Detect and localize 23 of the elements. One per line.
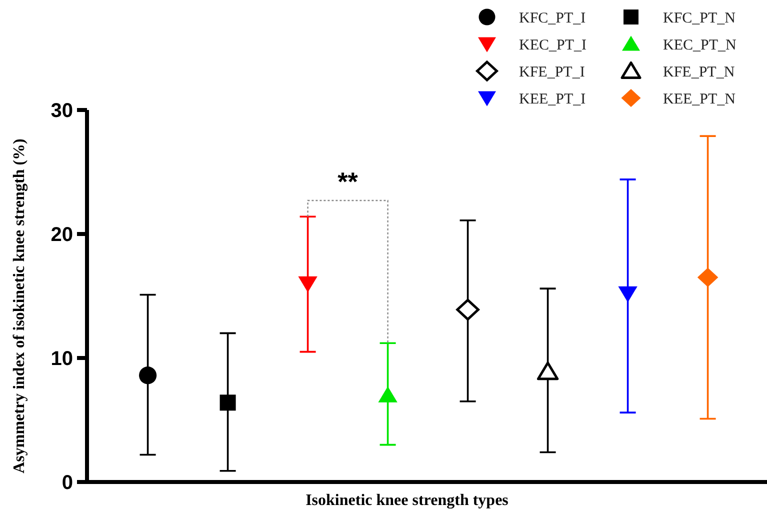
legend-label: KEE_PT_N: [663, 91, 736, 108]
legend-label: KFE_PT_N: [663, 64, 735, 80]
y-tick-label: 30: [50, 100, 73, 122]
legend-label: KFE_PT_I: [519, 64, 585, 80]
legend-label: KEC_PT_I: [519, 37, 587, 54]
y-tick-label: 10: [50, 348, 73, 370]
point: [220, 394, 236, 411]
point: [378, 386, 398, 402]
point: [618, 286, 638, 302]
annotation: **: [338, 166, 359, 197]
y-tick-label: 0: [62, 472, 73, 494]
x-axis-title: Isokinetic knee strength types: [306, 492, 508, 509]
y-axis-title: Asymmetry index of isokinetic knee strength (%): [11, 138, 28, 474]
point: [139, 366, 157, 384]
legend-label: KFC_PT_N: [663, 10, 736, 26]
legend-label: KEC_PT_N: [663, 37, 737, 54]
point: [298, 276, 318, 292]
point: [456, 298, 480, 320]
point: [697, 268, 718, 287]
y-tick-label: 20: [50, 224, 73, 246]
legend-label: KEE_PT_I: [519, 91, 586, 108]
legend-label: KFC_PT_I: [519, 10, 586, 26]
point: [536, 362, 559, 380]
